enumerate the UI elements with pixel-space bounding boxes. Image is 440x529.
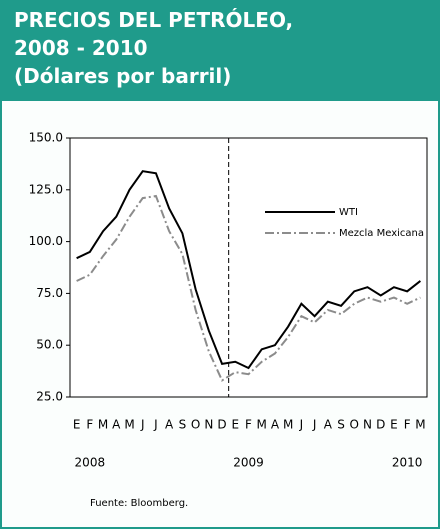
y-tick-label: 50.0: [36, 338, 63, 352]
x-tick-label: J: [299, 418, 304, 432]
year-label: 2009: [233, 456, 264, 470]
x-tick-label: N: [363, 418, 372, 432]
x-tick-label: N: [204, 418, 213, 432]
x-tick-label: E: [231, 418, 239, 432]
x-tick-label: S: [337, 418, 345, 432]
plot-area: [69, 137, 428, 398]
x-tick-label: F: [86, 418, 93, 432]
series-line: [76, 170, 422, 370]
year-label: 2010: [392, 456, 423, 470]
x-tick-label: E: [73, 418, 81, 432]
x-tick-label: A: [271, 418, 280, 432]
x-tick-label: O: [191, 418, 200, 432]
y-tick-label: 125.0: [29, 182, 63, 196]
x-tick-label: M: [98, 418, 108, 432]
x-tick-label: O: [350, 418, 359, 432]
header: PRECIOS DEL PETRÓLEO, 2008 - 2010 (Dólar…: [0, 0, 440, 100]
x-tick-label: D: [376, 418, 385, 432]
x-tick-label: S: [179, 418, 187, 432]
x-tick-label: A: [165, 418, 174, 432]
x-tick-label: J: [153, 418, 158, 432]
title-line: 2008 - 2010: [14, 36, 148, 60]
x-tick-label: M: [124, 418, 134, 432]
x-tick-label: M: [415, 418, 425, 432]
x-tick-label: E: [390, 418, 398, 432]
x-tick-label: M: [283, 418, 293, 432]
source: Fuente: Bloomberg.: [90, 498, 188, 509]
title-line: PRECIOS DEL PETRÓLEO,: [14, 8, 294, 32]
y-tick-label: 150.0: [29, 131, 63, 145]
title-line: (Dólares por barril): [14, 64, 232, 88]
y-tick-label: 100.0: [29, 234, 63, 248]
y-tick-label: 25.0: [36, 390, 63, 404]
x-tick-label: F: [404, 418, 411, 432]
year-label: 2008: [75, 456, 106, 470]
x-tick-label: F: [245, 418, 252, 432]
legend-label: Mezcla Mexicana: [339, 228, 424, 239]
x-tick-label: J: [140, 418, 145, 432]
x-tick-label: M: [257, 418, 267, 432]
y-tick-label: 75.0: [36, 286, 63, 300]
series-line: [76, 194, 421, 382]
legend-label: WTI: [339, 207, 358, 218]
x-tick-label: D: [217, 418, 226, 432]
x-tick-label: A: [324, 418, 333, 432]
x-tick-label: A: [112, 418, 121, 432]
x-tick-label: J: [312, 418, 317, 432]
